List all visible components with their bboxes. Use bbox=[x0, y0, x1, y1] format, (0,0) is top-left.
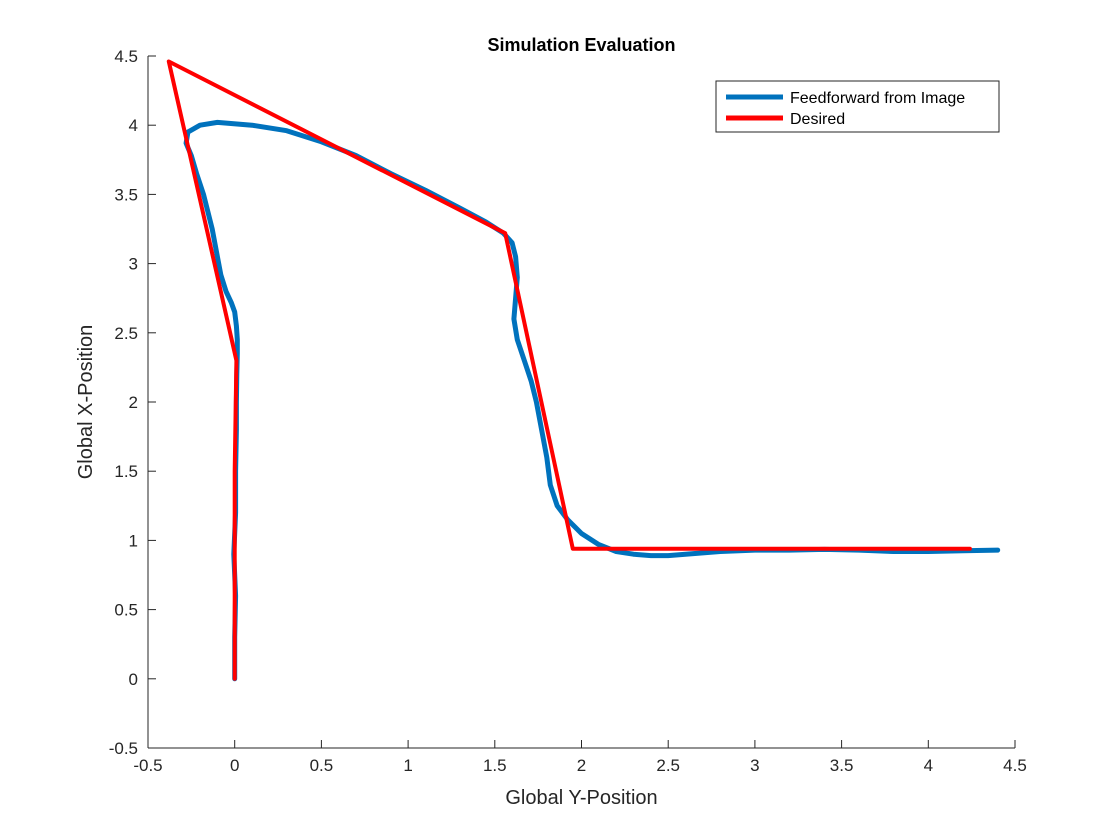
y-tick-label: 2.5 bbox=[114, 324, 138, 343]
chart-title: Simulation Evaluation bbox=[487, 35, 675, 55]
x-tick-label: 3.5 bbox=[830, 756, 854, 775]
x-axis-title: Global Y-Position bbox=[505, 787, 657, 809]
x-tick-label: -0.5 bbox=[133, 756, 162, 775]
legend: Feedforward from Image Desired bbox=[715, 80, 1000, 133]
x-tick-label: 0 bbox=[230, 756, 239, 775]
ticks-layer: -0.5 0 0.5 1 1.5 2 2.5 3 3.5 4 4.5 -0.5 0 0.5 1 1.5 2 2.5… bbox=[109, 47, 1027, 775]
x-tick-label: 3 bbox=[750, 756, 759, 775]
y-tick-label: 3.5 bbox=[114, 185, 138, 204]
y-tick-label: -0.5 bbox=[109, 739, 138, 758]
y-tick-label: 0 bbox=[129, 670, 138, 689]
y-tick-label: 2 bbox=[129, 393, 138, 412]
y-tick-label: 1.5 bbox=[114, 462, 138, 481]
y-tick-label: 0.5 bbox=[114, 601, 138, 620]
series-line-desired bbox=[166, 59, 972, 681]
legend-label-desired: Desired bbox=[790, 111, 845, 128]
x-tick-label: 0.5 bbox=[310, 756, 334, 775]
y-tick-label: 3 bbox=[129, 255, 138, 274]
y-tick-label: 4.5 bbox=[114, 47, 138, 66]
x-tick-label: 1.5 bbox=[483, 756, 507, 775]
plot-area bbox=[148, 56, 1015, 748]
x-tick-label: 2.5 bbox=[656, 756, 680, 775]
x-tick-label: 4.5 bbox=[1003, 756, 1027, 775]
x-tick-label: 4 bbox=[924, 756, 933, 775]
y-tick-label: 4 bbox=[129, 116, 138, 135]
legend-label-feedforward: Feedforward from Image bbox=[790, 90, 965, 107]
x-tick-label: 1 bbox=[403, 756, 412, 775]
y-tick-label: 1 bbox=[129, 531, 138, 550]
y-axis-title: Global X-Position bbox=[75, 325, 97, 480]
series-layer bbox=[166, 59, 1001, 682]
x-tick-label: 2 bbox=[577, 756, 586, 775]
legend-box bbox=[715, 80, 1000, 133]
